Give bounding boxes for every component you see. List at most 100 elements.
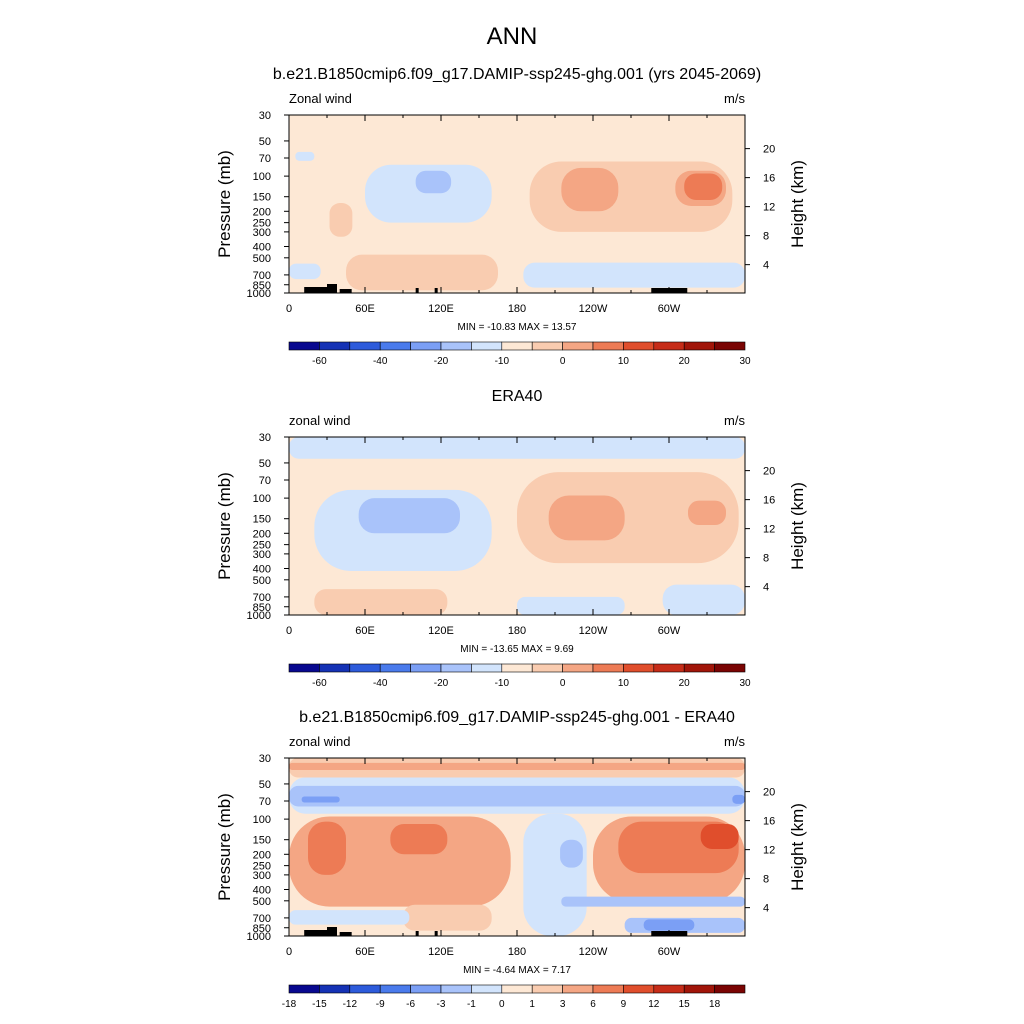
y-tick-label: 700 [253,913,271,925]
colorbar-label: -12 [343,999,358,1010]
y-tick-label: 700 [253,270,271,282]
contour-region-4 [517,472,739,564]
panel-model-units-label: m/s [724,91,745,106]
colorbar-label: 0 [560,678,566,689]
colorbar-swatch [440,984,472,994]
y-tick-label: 1000 [247,610,271,622]
colorbar-swatch [683,341,715,351]
y2-tick-label: 8 [763,231,769,243]
x-tick-label: 120E [428,303,454,315]
panel-model-stats: MIN = -10.83 MAX = 13.57 [458,322,577,333]
colorbar-label: 6 [590,999,596,1010]
y-tick-label: 50 [259,458,271,470]
colorbar-swatch [531,663,563,673]
colorbar-swatch [592,984,624,994]
colorbar-label: -6 [406,999,415,1010]
contour-region-5 [301,796,340,803]
y2-tick-label: 8 [763,553,769,565]
contour-region-10 [289,263,321,280]
colorbar-swatch [653,341,685,351]
colorbar-swatch [471,663,503,673]
topography-mask [327,927,337,936]
y-tick-label: 200 [253,849,271,861]
y-tick-label: 850 [253,923,271,935]
colorbar-swatch [653,663,685,673]
colorbar-label: -9 [376,999,385,1010]
contour-region-11 [295,151,315,161]
y-tick-label: 30 [259,110,271,122]
y-tick-label: 400 [253,241,271,253]
colorbar-swatch [410,984,442,994]
colorbar-label: 10 [618,678,630,689]
colorbar-swatch [440,341,472,351]
colorbar-swatch [471,341,503,351]
colorbar-swatch [349,341,381,351]
colorbar-swatch [319,663,351,673]
colorbar-swatch [714,984,746,994]
y-tick-label: 250 [253,218,271,230]
colorbar-label: -20 [434,356,449,367]
y2-tick-label: 12 [763,524,775,536]
contour-region-5 [329,203,353,237]
colorbar-label: 0 [560,356,566,367]
x-tick-label: 60W [658,625,681,637]
y2-axis-title: Height (km) [788,160,807,248]
x-tick-label: 180 [508,303,526,315]
figure-title: ANN [487,23,538,50]
panel-difference: b.e21.B1850cmip6.f09_g17.DAMIP-ssp245-gh… [215,709,807,1010]
contour-region-10 [403,904,492,931]
y2-tick-label: 16 [763,816,775,828]
x-tick-label: 0 [286,303,292,315]
colorbar-label: 9 [621,999,627,1010]
contour-region-9 [523,262,745,288]
contour-region-7 [365,164,492,223]
y-tick-label: 100 [253,493,271,505]
topography-mask [304,287,335,293]
x-tick-label: 180 [508,625,526,637]
y-tick-label: 1000 [247,931,271,943]
colorbar-label: 20 [679,356,691,367]
y2-tick-label: 20 [763,144,775,156]
y-tick-label: 850 [253,602,271,614]
colorbar-label: -20 [434,678,449,689]
x-tick-label: 60W [658,946,681,958]
colorbar-swatch [288,663,320,673]
colorbar-swatch [623,341,655,351]
colorbar-label: 12 [648,999,660,1010]
contour-region-7 [314,589,448,615]
contour-region-2 [561,167,619,212]
colorbar-label: -15 [312,999,327,1010]
contour-region-6 [732,794,745,804]
topography-mask [304,930,335,936]
topography-mask [415,288,419,293]
colorbar-label: -40 [373,356,388,367]
colorbar-swatch [562,984,594,994]
panel-difference-units-label: m/s [724,734,745,749]
y-tick-label: 30 [259,753,271,765]
colorbar-label: -10 [495,678,510,689]
panel-era40-variable-label: zonal wind [289,413,350,428]
colorbar-swatch [501,663,533,673]
colorbar-label: 1 [529,999,535,1010]
y-tick-label: 100 [253,814,271,826]
colorbar-swatch [714,663,746,673]
panel-era40-colorbar: -60 -40 -20 -10 0 10 20 30 [288,663,751,689]
contour-region-16 [289,910,410,925]
topography-mask [339,289,352,293]
y2-tick-label: 16 [763,495,775,507]
contour-region-1 [289,437,745,459]
colorbar-swatch [349,984,381,994]
x-tick-label: 60E [355,946,375,958]
contour-region-8 [415,170,452,194]
contour-region-19 [643,919,695,931]
contour-region-8 [308,821,346,875]
y-tick-label: 300 [253,227,271,239]
contour-field [289,437,745,615]
x-tick-label: 0 [286,625,292,637]
contour-region-9 [390,823,448,855]
topography-mask [434,931,438,936]
y2-axis-title: Height (km) [788,803,807,891]
